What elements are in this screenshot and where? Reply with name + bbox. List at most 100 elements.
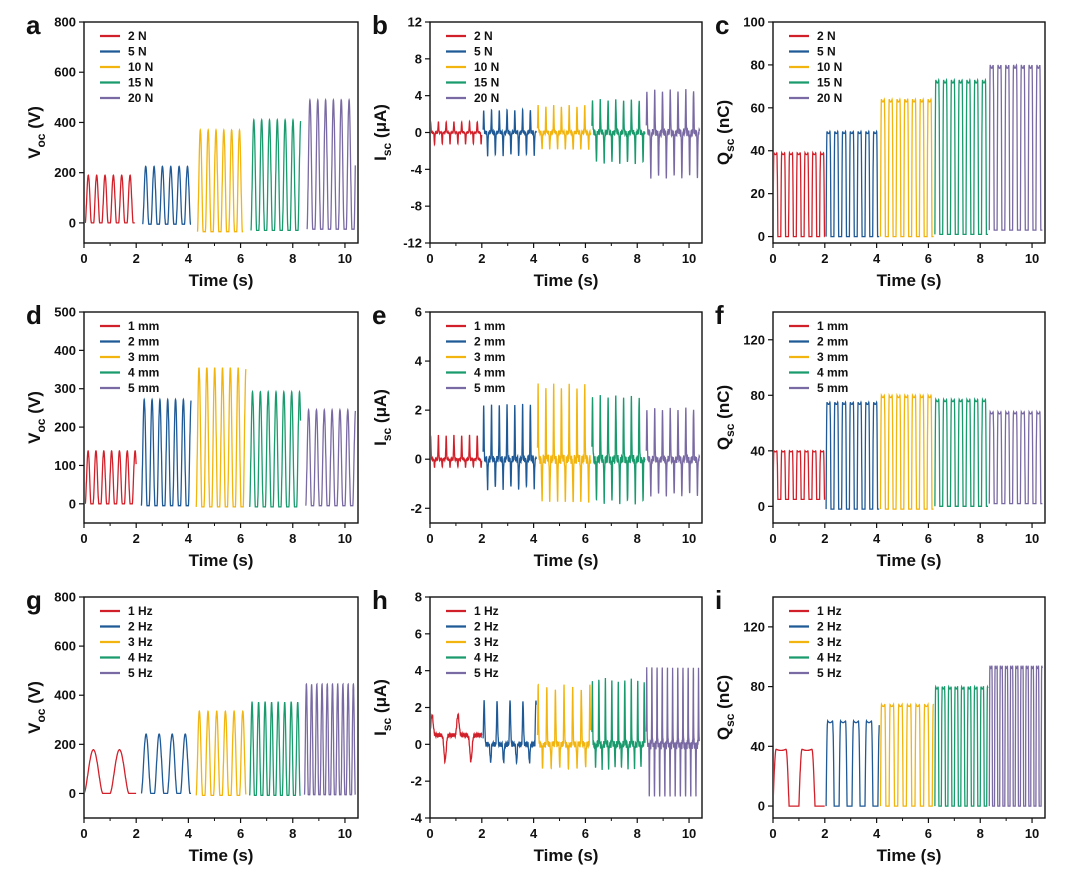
y-tick-label: 0: [758, 229, 765, 244]
x-tick-label: 0: [80, 251, 87, 266]
series-line-10-n: [879, 97, 934, 238]
x-tick-label: 4: [530, 531, 538, 546]
panel-label: e: [372, 300, 386, 330]
x-tick-label: 6: [582, 826, 589, 841]
x-axis-label: Time (s): [189, 551, 254, 570]
x-tick-label: 10: [1025, 826, 1039, 841]
x-tick-label: 2: [133, 251, 140, 266]
y-axis-label: Isc (μA): [371, 679, 394, 736]
legend-label: 15 N: [817, 76, 842, 90]
y-tick-label: 600: [54, 639, 76, 654]
x-tick-label: 0: [769, 531, 776, 546]
y-tick-label: 80: [751, 679, 765, 694]
series-line-15-n: [591, 98, 646, 165]
y-tick-label: 80: [751, 57, 765, 72]
y-tick-label: 0: [415, 452, 422, 467]
plot-frame: [772, 596, 1046, 819]
y-axis-label-unit: (μA): [371, 389, 390, 428]
y-tick-label: 200: [54, 420, 76, 435]
x-tick-label: 2: [821, 251, 828, 266]
legend-label: 15 N: [474, 76, 499, 90]
legend-label: 2 Hz: [474, 620, 499, 634]
x-axis-label: Time (s): [534, 271, 599, 290]
y-axis-label: Isc (μA): [371, 389, 394, 446]
x-tick-label: 10: [1025, 531, 1039, 546]
plot-frame: [429, 596, 703, 819]
legend-label: 5 N: [817, 45, 836, 59]
y-tick-label: 6: [415, 626, 422, 641]
y-axis-label: Voc (V): [25, 106, 48, 159]
series-line-2-hz: [825, 718, 880, 807]
y-tick-label: 4: [415, 88, 423, 103]
panel-label: f: [715, 300, 724, 330]
y-tick-label: 400: [54, 688, 76, 703]
panel-g: g 0 2 4 6 8 10 0 200 400 600 800 Time (s) Voc (V) 1 Hz…: [25, 585, 359, 865]
y-axis-label-unit: (nC): [714, 385, 733, 424]
x-tick-label: 8: [289, 531, 296, 546]
y-tick-label: 800: [54, 590, 76, 605]
y-tick-label: 600: [54, 65, 76, 80]
x-tick-label: 8: [634, 826, 641, 841]
series-line-1-hz: [774, 748, 825, 807]
y-axis-label-main: Q: [714, 727, 733, 740]
series-line-4-mm: [934, 397, 988, 507]
legend-label: 1 mm: [817, 319, 848, 333]
y-axis-label-sub: sc: [380, 718, 394, 732]
x-tick-label: 10: [338, 531, 352, 546]
series-line-15-n: [250, 117, 302, 232]
series-line-10-n: [196, 127, 244, 233]
legend-label: 10 N: [474, 60, 499, 74]
x-tick-label: 8: [634, 531, 641, 546]
y-tick-label: 0: [69, 786, 76, 801]
y-tick-label: 4: [415, 354, 423, 369]
legend-label: 5 mm: [128, 381, 159, 395]
y-tick-label: -4: [410, 811, 422, 826]
legend-label: 2 N: [128, 29, 147, 43]
y-tick-label: 0: [415, 125, 422, 140]
legend-label: 3 mm: [817, 350, 848, 364]
y-tick-label: 400: [54, 343, 76, 358]
series-line-5-mm: [988, 409, 1043, 505]
legend-label: 15 N: [128, 76, 153, 90]
x-tick-label: 8: [977, 531, 984, 546]
x-axis-label: Time (s): [189, 271, 254, 290]
x-tick-label: 6: [237, 826, 244, 841]
panel-i: i 0 2 4 6 8 10 0 40 80 120 Time (s) Qsc (nC) 1 Hz 2 Hz…: [714, 585, 1046, 865]
y-axis-label-sub: oc: [34, 133, 48, 147]
legend-label: 2 mm: [817, 335, 848, 349]
legend-label: 3 mm: [128, 350, 159, 364]
x-tick-label: 6: [925, 826, 932, 841]
x-tick-label: 10: [1025, 251, 1039, 266]
y-axis-label: Voc (V): [25, 681, 48, 734]
series-line-4-mm: [249, 389, 302, 508]
legend-label: 1 mm: [128, 319, 159, 333]
y-axis-label: Qsc (nC): [714, 385, 737, 450]
y-axis-label-main: V: [25, 147, 44, 159]
series-line-5-n: [482, 107, 537, 157]
x-tick-label: 2: [133, 531, 140, 546]
y-axis-label: Voc (V): [25, 391, 48, 444]
legend-label: 5 mm: [474, 381, 505, 395]
y-axis-label-unit: (μA): [371, 679, 390, 718]
y-axis-label-main: I: [371, 156, 390, 161]
y-axis-label: Qsc (nC): [714, 675, 737, 740]
series-line-3-mm: [879, 392, 934, 510]
series-line-3-mm: [536, 383, 592, 503]
series-line-4-mm: [591, 395, 646, 505]
legend-label: 4 mm: [474, 366, 505, 380]
x-tick-label: 8: [289, 826, 296, 841]
x-axis-label: Time (s): [877, 271, 942, 290]
legend-label: 4 mm: [817, 366, 848, 380]
y-tick-label: 0: [758, 799, 765, 814]
series-line-2-mm: [482, 403, 537, 491]
x-tick-label: 8: [977, 251, 984, 266]
y-tick-label: 2: [415, 700, 422, 715]
y-tick-label: 400: [54, 115, 76, 130]
x-tick-label: 0: [426, 251, 433, 266]
y-axis-label-unit: (nC): [714, 100, 733, 139]
series-line-5-n: [142, 165, 192, 225]
x-tick-label: 0: [426, 826, 433, 841]
y-tick-label: -12: [403, 236, 422, 251]
legend-label: 5 mm: [817, 381, 848, 395]
